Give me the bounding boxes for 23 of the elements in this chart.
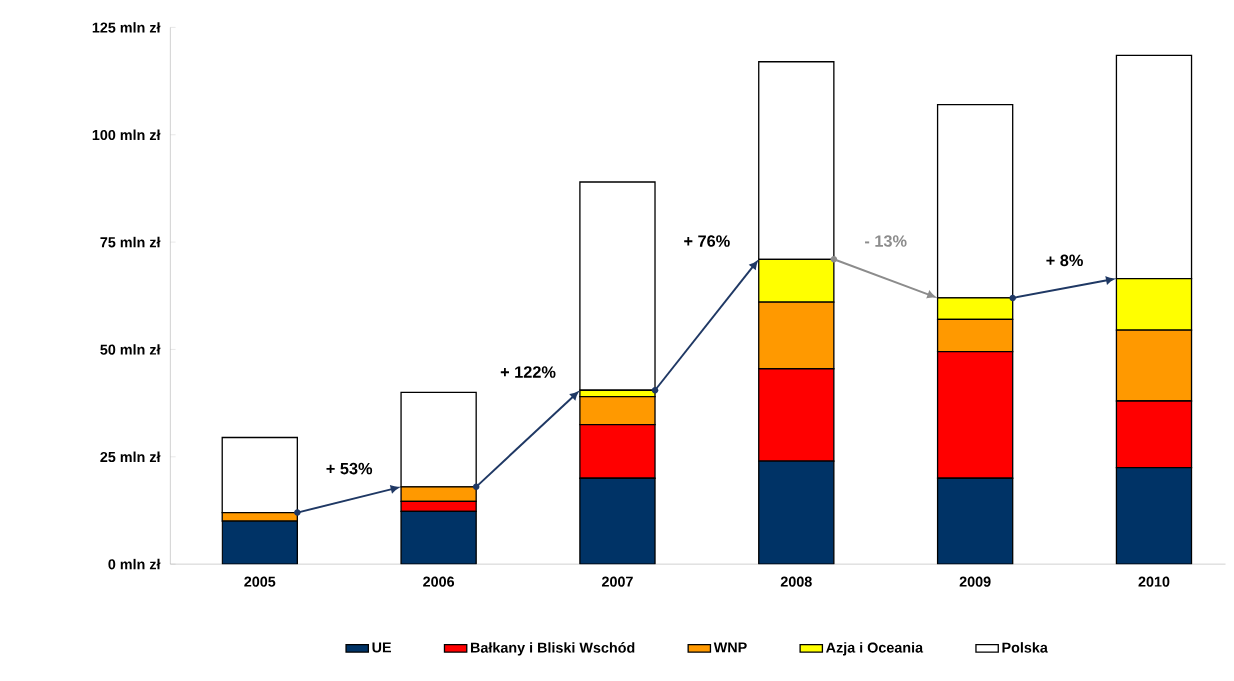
- y-tick-label: 125 mln zł: [92, 22, 161, 33]
- x-tick-label: 2009: [959, 576, 991, 587]
- bar: [579, 181, 656, 392]
- y-tick-label: 100 mln zł: [92, 129, 161, 141]
- annotation: + 8%: [1046, 254, 1083, 267]
- x-tick-label: 2006: [423, 576, 455, 587]
- annotation: + 53%: [326, 462, 373, 475]
- annotation: + 122%: [500, 366, 556, 378]
- annotation: + 76%: [684, 235, 730, 247]
- x-tick-label: 2010: [1138, 576, 1170, 587]
- legend-label: Bałkany i Bliski Wschód: [470, 642, 635, 656]
- y-tick-label: 25 mln zł: [100, 451, 161, 463]
- legend-label: UE: [372, 642, 392, 653]
- y-tick-label: 50 mln zł: [100, 344, 161, 355]
- annotation: - 13%: [865, 235, 907, 247]
- legend-label: WNP: [713, 642, 747, 653]
- y-tick-label: 75 mln zł: [100, 236, 161, 248]
- legend-label: Polska: [1002, 642, 1048, 653]
- legend-label: Azja i Oceania: [826, 642, 924, 656]
- x-tick-label: 2008: [780, 576, 812, 587]
- x-tick-label: 2007: [601, 576, 633, 587]
- y-tick-label: 0 mln zł: [108, 559, 161, 570]
- x-tick-label: 2005: [244, 576, 276, 587]
